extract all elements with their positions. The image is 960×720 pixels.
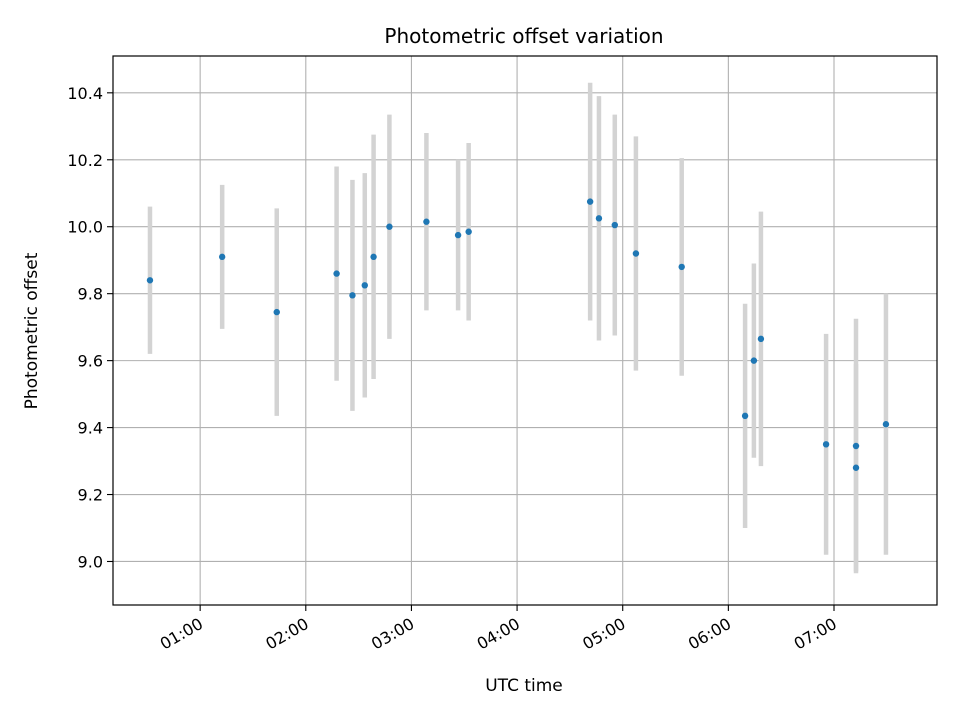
y-tick-label: 9.8 [78, 285, 103, 304]
grid [113, 56, 937, 605]
plot-frame [112, 55, 938, 606]
y-tick-label: 9.4 [78, 419, 103, 438]
y-tick-label: 9.0 [78, 552, 103, 571]
data-point [218, 253, 226, 261]
data-point [465, 228, 472, 235]
x-tick-label: 03:00 [368, 614, 417, 654]
x-tick-label: 07:00 [791, 614, 840, 654]
data-point [386, 223, 393, 230]
data-points [146, 198, 890, 471]
y-tick-label: 10.0 [67, 218, 103, 237]
data-point [882, 421, 890, 428]
data-point [146, 277, 154, 284]
y-tick-label: 9.2 [78, 486, 103, 505]
x-tick-label: 04:00 [474, 614, 523, 654]
axis-ticks: 01:00 02:00 03:00 04:00 05:00 06:00 07:00 9.0 9.… [67, 84, 840, 654]
data-point [586, 198, 594, 205]
error-bars [147, 82, 889, 574]
data-point [678, 263, 685, 271]
data-point [595, 215, 603, 222]
data-point [349, 292, 356, 299]
data-point [852, 442, 860, 450]
data-point [423, 218, 430, 225]
chart-title: Photometric offset variation [384, 24, 663, 48]
data-point [333, 270, 340, 277]
data-point [852, 464, 860, 471]
x-tick-label: 01:00 [157, 614, 206, 654]
data-point [741, 412, 749, 420]
data-point [750, 357, 758, 364]
x-tick-label: 06:00 [685, 614, 734, 654]
x-tick-label: 02:00 [262, 614, 311, 654]
data-point [273, 308, 280, 316]
data-point [370, 253, 377, 261]
x-tick-label: 05:00 [579, 614, 628, 654]
data-point [757, 335, 765, 343]
y-tick-label: 9.6 [78, 352, 103, 371]
y-tick-label: 10.4 [67, 84, 103, 103]
data-point [611, 221, 618, 229]
x-axis-title: UTC time [485, 676, 563, 696]
data-point [632, 250, 640, 257]
data-point [822, 441, 830, 448]
data-point [454, 231, 462, 239]
y-axis-title: Photometric offset [22, 252, 42, 409]
y-tick-label: 10.2 [67, 151, 103, 170]
data-point [361, 282, 368, 289]
